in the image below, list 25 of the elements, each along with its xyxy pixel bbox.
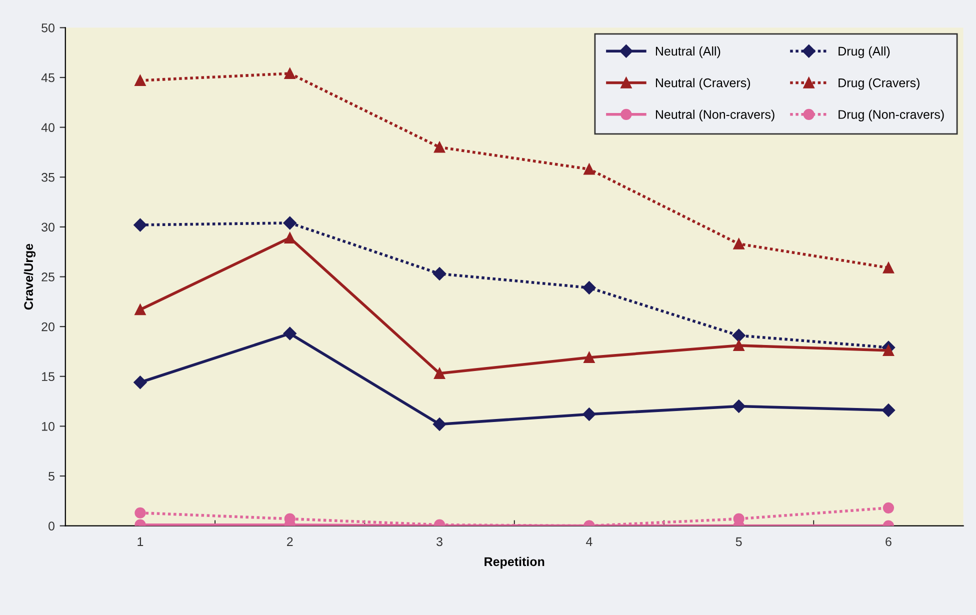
y-tick-label: 35: [42, 172, 54, 182]
x-tick-label: 5: [736, 537, 742, 546]
x-axis-title: Repetition: [484, 556, 544, 569]
x-tick-label: 2: [287, 537, 293, 546]
x-tick-label: 6: [886, 537, 892, 546]
y-tick-label: 30: [42, 222, 54, 232]
y-tick-label: 50: [42, 23, 54, 32]
y-tick-label: 15: [42, 372, 54, 382]
legend-label: Drug (Cravers): [838, 78, 920, 90]
x-tick-label: 4: [586, 537, 592, 546]
y-tick-label: 20: [42, 322, 54, 332]
y-tick-label: 45: [41, 73, 54, 82]
legend-label: Neutral (Cravers): [656, 78, 750, 90]
legend-label: Drug (All): [838, 46, 890, 58]
legend-label: Neutral (Non-cravers): [656, 110, 774, 122]
legend-label: Drug (Non-cravers): [838, 110, 944, 122]
legend-label: Neutral (All): [656, 46, 720, 58]
y-tick-label: 0: [48, 522, 54, 530]
x-tick-label: 1: [138, 537, 144, 546]
y-tick-label: 25: [42, 272, 54, 282]
x-tick-label: 3: [436, 537, 442, 546]
y-axis-title: Crave/Urge: [24, 244, 36, 310]
y-tick-label: 5: [48, 472, 54, 481]
y-tick-label: 10: [42, 422, 54, 431]
y-tick-label: 40: [41, 123, 54, 132]
